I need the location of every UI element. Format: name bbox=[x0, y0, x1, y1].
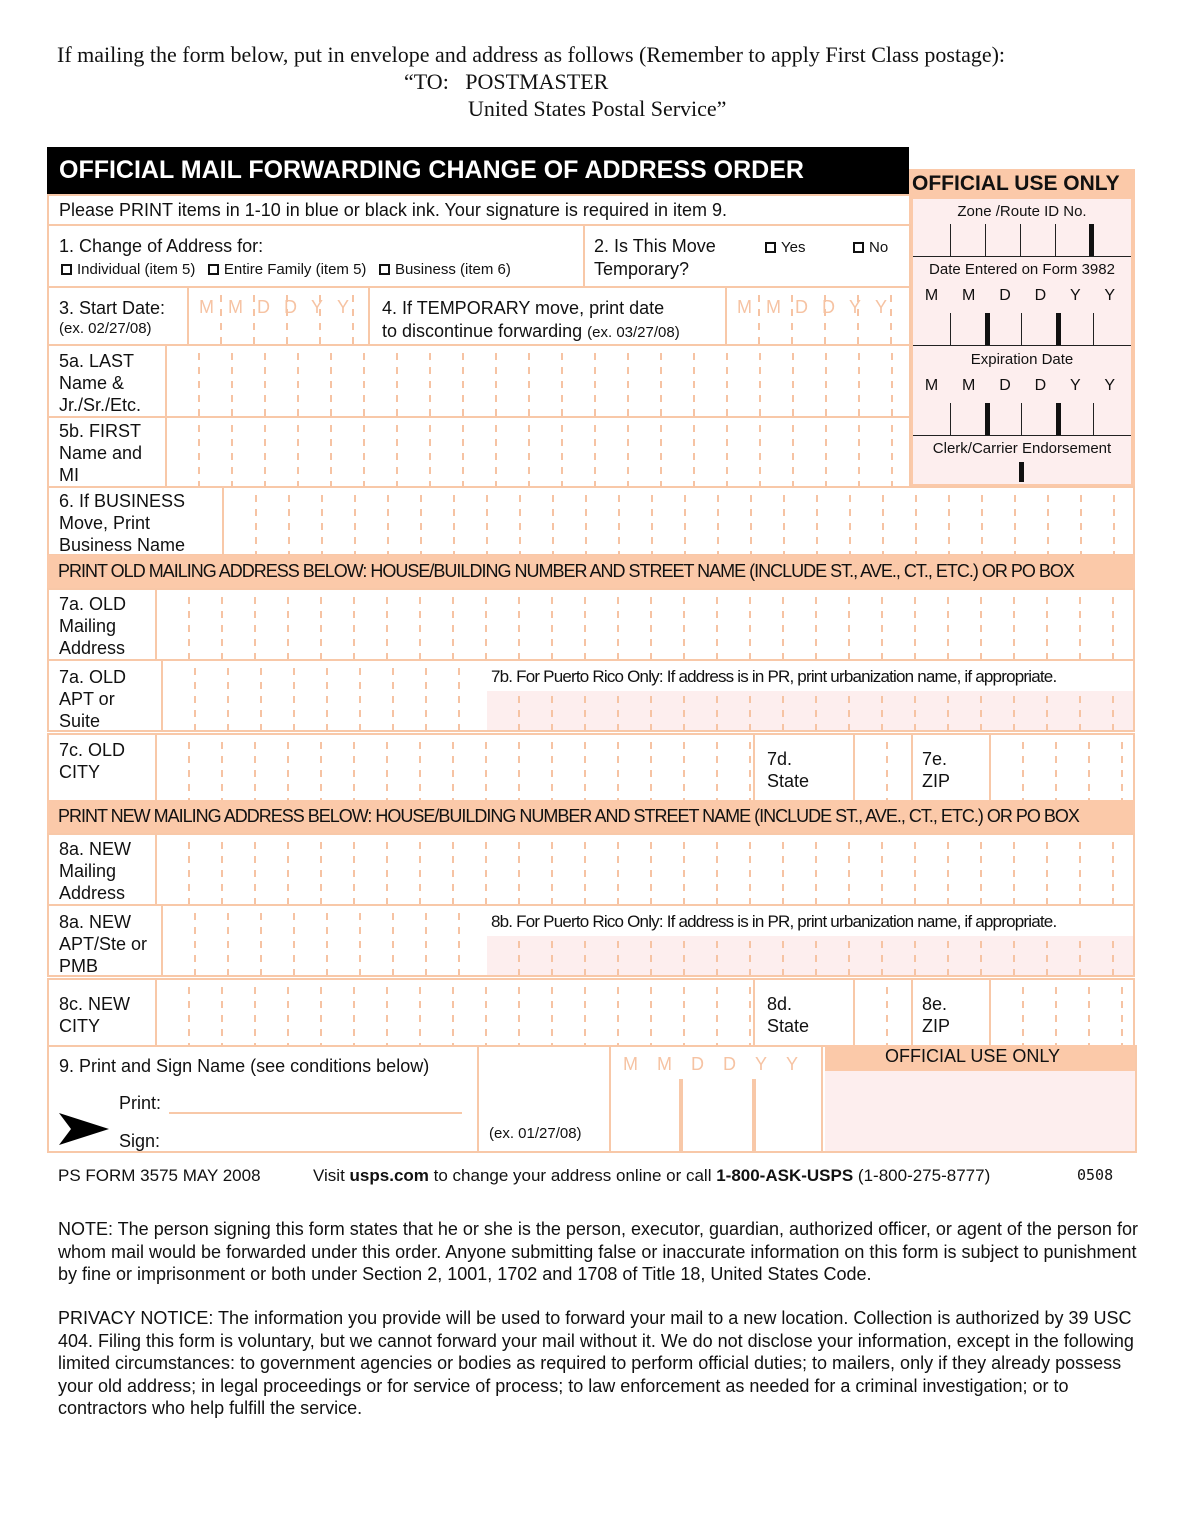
old-apt-label: 7a. OLD APT or Suite bbox=[59, 667, 127, 731]
end-date-input[interactable]: MMDDYY bbox=[725, 288, 909, 344]
start-date-label: 3. Start Date: bbox=[59, 298, 166, 318]
old-address-row: 7a. OLD Mailing Address bbox=[47, 588, 1135, 661]
old-state-input[interactable] bbox=[853, 735, 913, 800]
new-city-row: 8c. NEW CITY 8d. State 8e. ZIP bbox=[47, 978, 1135, 1047]
business-row: 6. If BUSINESS Move, Print Business Name bbox=[47, 486, 1135, 556]
last-name-row: 5a. LAST Name & Jr./Sr./Etc. bbox=[47, 344, 911, 418]
note-paragraph: NOTE: The person signing this form state… bbox=[58, 1219, 1138, 1284]
old-state-label: 7d. State bbox=[767, 749, 810, 791]
form-code: 0508 bbox=[1077, 1166, 1114, 1184]
official-use-title: OFFICIAL USE ONLY bbox=[912, 172, 1120, 195]
old-address-input[interactable] bbox=[155, 590, 1133, 659]
form-title: OFFICIAL MAIL FORWARDING CHANGE OF ADDRE… bbox=[47, 147, 909, 194]
old-urbanization-input[interactable]: 7b. For Puerto Rico Only: If address is … bbox=[487, 661, 1133, 730]
signature-date-example-cell: (ex. 01/27/08) bbox=[477, 1047, 611, 1151]
item3-4-row: 3. Start Date: (ex. 02/27/08) MMDDYY 4. … bbox=[47, 286, 911, 346]
old-apt-input[interactable] bbox=[161, 661, 487, 730]
signature-row: 9. Print and Sign Name (see conditions b… bbox=[47, 1045, 1137, 1153]
new-zip-input[interactable] bbox=[989, 980, 1133, 1045]
start-date-input[interactable]: MMDDYY bbox=[187, 288, 370, 344]
first-name-label: 5b. FIRST Name and MI bbox=[59, 421, 143, 485]
expiration-date-label: Expiration Date bbox=[970, 351, 1074, 368]
business-checkbox[interactable]: Business (item 6) bbox=[378, 261, 511, 278]
item1-box: 1. Change of Address for: Individual (it… bbox=[47, 224, 585, 288]
item4-label: 4. If TEMPORARY move, print date bbox=[382, 298, 665, 318]
form-id: PS FORM 3575 MAY 2008 bbox=[58, 1166, 261, 1185]
last-name-input[interactable] bbox=[165, 346, 909, 416]
item4-label-2: to discontinue forwarding bbox=[382, 321, 583, 341]
usps-link[interactable]: usps.com bbox=[349, 1166, 429, 1185]
official-use-bottom-title: OFFICIAL USE ONLY bbox=[825, 1045, 1135, 1071]
old-address-band: PRINT OLD MAILING ADDRESS BELOW: HOUSE/B… bbox=[47, 555, 1135, 588]
item2-box: 2. Is This Move Temporary? Yes No bbox=[583, 224, 911, 288]
individual-checkbox[interactable]: Individual (item 5) bbox=[61, 261, 195, 278]
official-use-panel: OFFICIAL USE ONLY Zone /Route ID No. Dat… bbox=[909, 169, 1135, 488]
new-city-label: 8c. NEW CITY bbox=[59, 994, 131, 1036]
last-name-label: 5a. LAST Name & Jr./Sr./Etc. bbox=[59, 351, 142, 415]
new-apt-label: 8a. NEW APT/Ste or PMB bbox=[59, 912, 148, 976]
form-instruction: Please PRINT items in 1-10 in blue or bl… bbox=[47, 194, 911, 226]
item1-label: 1. Change of Address for: bbox=[59, 236, 264, 256]
phone-name: 1-800-ASK-USPS bbox=[716, 1166, 854, 1185]
yes-checkbox[interactable]: Yes bbox=[765, 239, 805, 256]
first-name-row: 5b. FIRST Name and MI bbox=[47, 416, 911, 488]
endorsement-label: Clerk/Carrier Endorsement bbox=[932, 440, 1112, 457]
new-urbanization-label: 8b. For Puerto Rico Only: If address is … bbox=[491, 912, 1057, 931]
old-urbanization-label: 7b. For Puerto Rico Only: If address is … bbox=[491, 667, 1057, 686]
first-name-input[interactable] bbox=[165, 418, 909, 486]
entire-family-checkbox[interactable]: Entire Family (item 5) bbox=[207, 261, 366, 278]
old-address-label: 7a. OLD Mailing Address bbox=[59, 594, 127, 658]
signature-date-example: (ex. 01/27/08) bbox=[489, 1125, 582, 1142]
no-checkbox[interactable]: No bbox=[853, 239, 888, 256]
new-address-band: PRINT NEW MAILING ADDRESS BELOW: HOUSE/B… bbox=[47, 800, 1135, 833]
mailing-instruction: If mailing the form below, put in envelo… bbox=[57, 42, 1006, 67]
new-urbanization-input[interactable]: 8b. For Puerto Rico Only: If address is … bbox=[487, 906, 1133, 975]
item4-example: (ex. 03/27/08) bbox=[587, 324, 680, 341]
item2-label-2: Temporary? bbox=[594, 259, 690, 279]
sign-label: Sign: bbox=[119, 1131, 161, 1151]
signature-date-input[interactable]: MMDDYY bbox=[613, 1047, 823, 1151]
old-zip-input[interactable] bbox=[989, 735, 1133, 800]
old-zip-label: 7e. ZIP bbox=[922, 749, 951, 791]
arrow-icon bbox=[59, 1113, 109, 1145]
start-date-example: (ex. 02/27/08) bbox=[59, 320, 152, 337]
new-zip-label: 8e. ZIP bbox=[922, 994, 951, 1036]
new-state-label: 8d. State bbox=[767, 994, 810, 1036]
old-city-row: 7c. OLD CITY 7d. State 7e. ZIP bbox=[47, 733, 1135, 802]
new-apt-row: 8a. NEW APT/Ste or PMB 8b. For Puerto Ri… bbox=[47, 904, 1135, 977]
privacy-notice: PRIVACY NOTICE: The information you prov… bbox=[58, 1308, 1134, 1418]
zone-route-label: Zone /Route ID No. bbox=[957, 203, 1087, 220]
old-apt-row: 7a. OLD APT or Suite 7b. For Puerto Rico… bbox=[47, 659, 1135, 732]
new-address-row: 8a. NEW Mailing Address bbox=[47, 833, 1135, 906]
business-name-label: 6. If BUSINESS Move, Print Business Name bbox=[59, 491, 186, 555]
business-name-input[interactable] bbox=[222, 488, 1133, 554]
mailing-to: “TO: POSTMASTER bbox=[404, 69, 609, 94]
old-city-label: 7c. OLD CITY bbox=[59, 740, 126, 782]
mailing-recipient: United States Postal Service” bbox=[468, 96, 727, 121]
new-apt-input[interactable] bbox=[161, 906, 487, 975]
footer-visit: Visit usps.com to change your address on… bbox=[313, 1166, 991, 1185]
signature-input[interactable] bbox=[169, 1107, 477, 1151]
item2-label: 2. Is This Move bbox=[594, 236, 716, 256]
new-state-input[interactable] bbox=[853, 980, 913, 1045]
signature-label: 9. Print and Sign Name (see conditions b… bbox=[59, 1056, 430, 1076]
date-entered-label: Date Entered on Form 3982 bbox=[929, 261, 1115, 278]
official-use-bottom: OFFICIAL USE ONLY bbox=[825, 1045, 1135, 1151]
new-address-input[interactable] bbox=[155, 835, 1133, 904]
old-city-input[interactable] bbox=[155, 735, 755, 800]
new-city-input[interactable] bbox=[155, 980, 755, 1045]
print-label: Print: bbox=[119, 1093, 162, 1113]
print-name-input[interactable] bbox=[169, 1112, 462, 1114]
new-address-label: 8a. NEW Mailing Address bbox=[59, 839, 132, 903]
